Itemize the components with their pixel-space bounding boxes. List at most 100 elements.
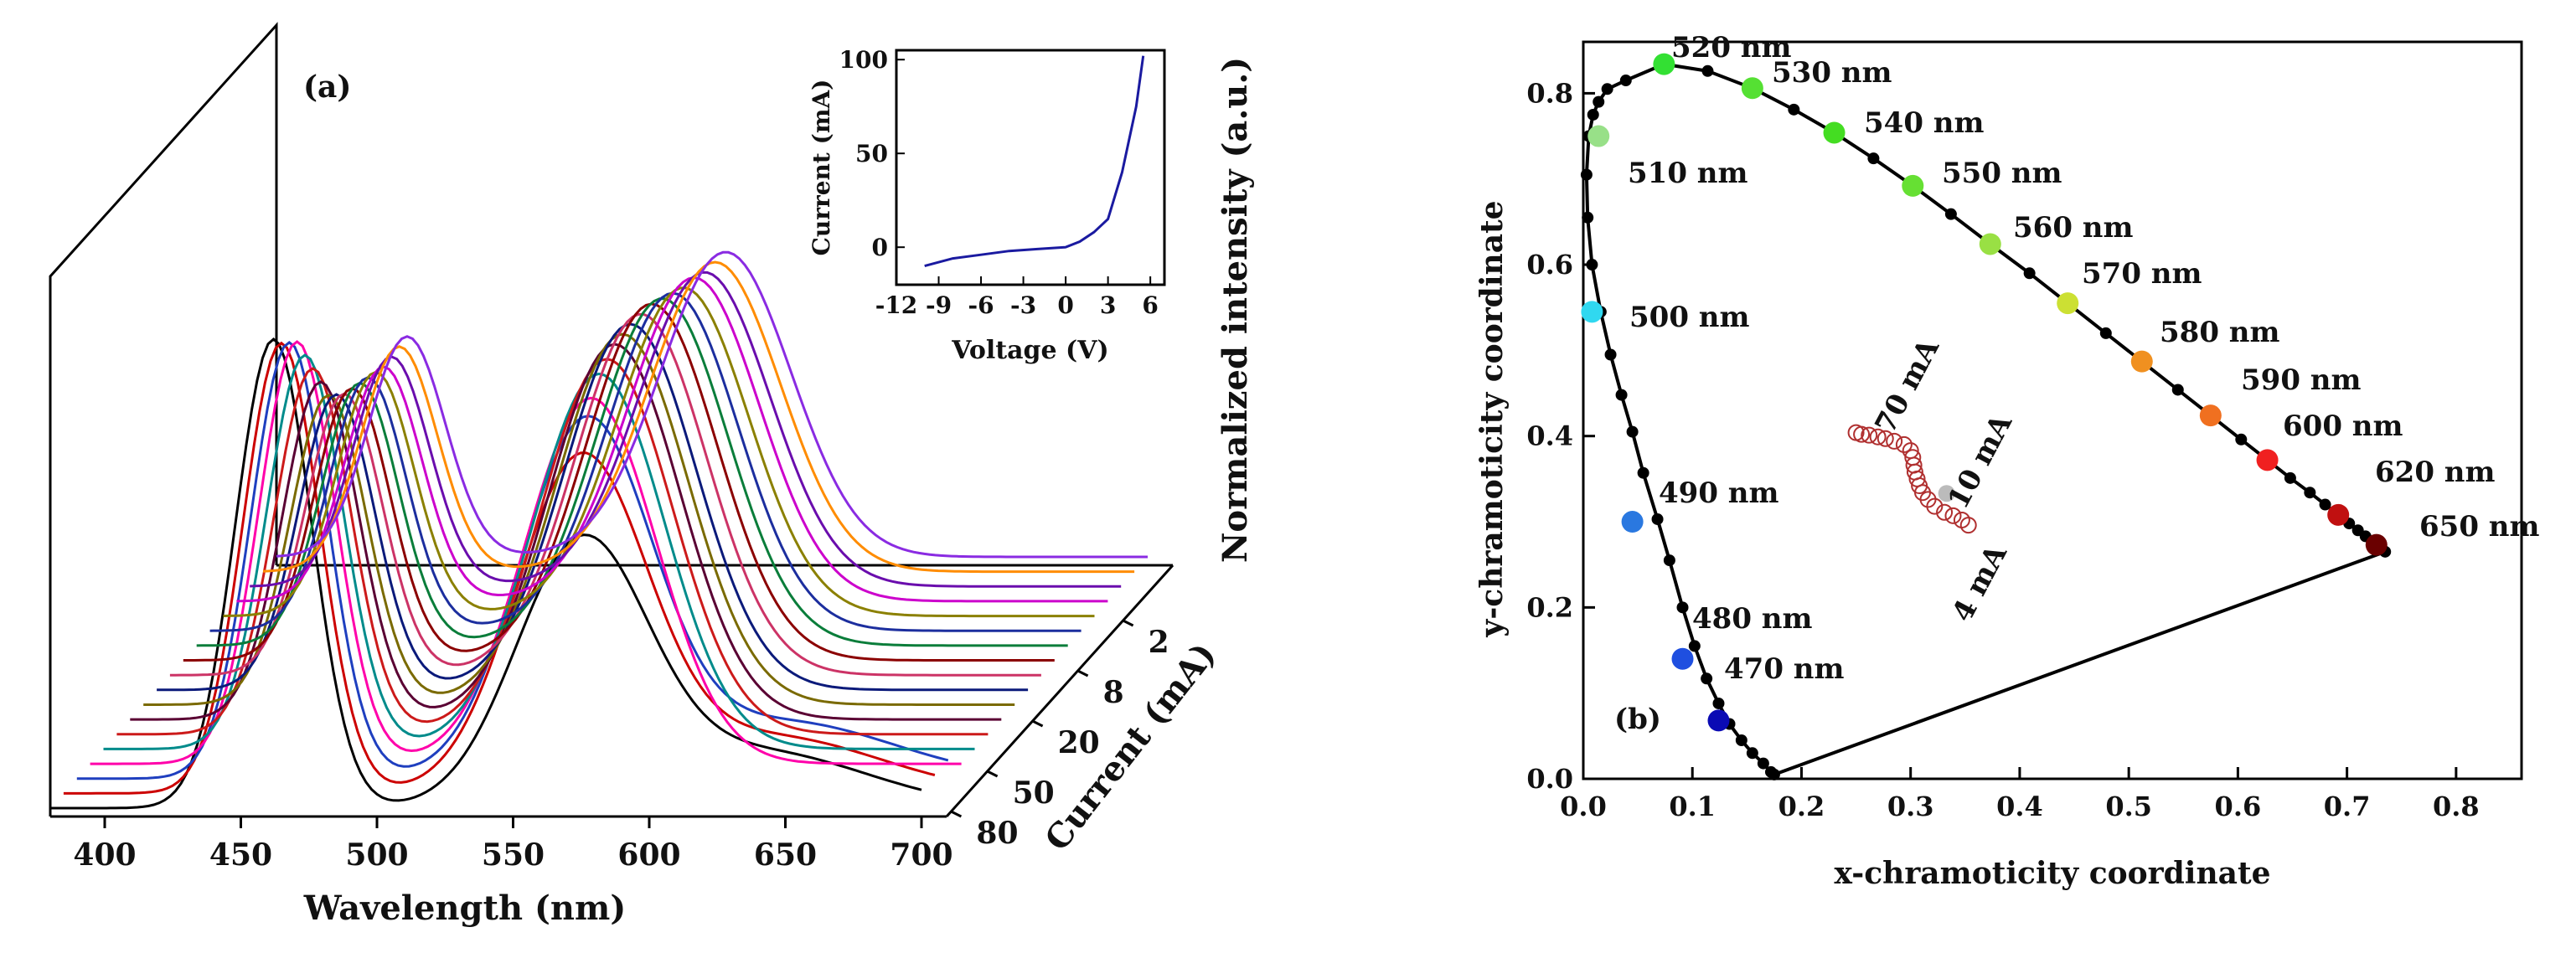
- locus-dot: [1765, 765, 1777, 778]
- b-x-tick-label: 0.0: [1560, 791, 1607, 822]
- label-580nm: 580 nm: [2160, 316, 2280, 349]
- wavelength-markers: [1581, 53, 2388, 732]
- panel-a-x-axis-label: Wavelength (nm): [303, 889, 627, 928]
- locus-dot: [1626, 425, 1639, 438]
- locus-dot: [1663, 554, 1675, 567]
- locus-dot: [2023, 267, 2036, 280]
- label-570nm: 570 nm: [2082, 257, 2202, 291]
- b-x-tick-label: 0.3: [1887, 791, 1934, 822]
- measured-point: [1886, 432, 1903, 450]
- x-tick-label: 550: [482, 837, 545, 873]
- spectrum-line-s3: [250, 270, 1122, 588]
- inset-y-axis-label: Current (mA): [808, 80, 835, 256]
- locus-dot: [1788, 103, 1800, 116]
- b-x-tick-label: 0.5: [2105, 791, 2152, 822]
- line-of-purples: [1773, 549, 2386, 776]
- panel-a-spectra: [50, 250, 1148, 810]
- wavelength-marker-530nm: [1741, 77, 1763, 100]
- measured-point: [1869, 428, 1887, 446]
- x-tick-label: 500: [345, 837, 408, 873]
- x-tick-label: 600: [617, 837, 680, 873]
- wavelength-marker-590nm: [2199, 404, 2222, 427]
- inset-x-tick-label: -6: [968, 291, 994, 319]
- label-510nm: 510 nm: [1628, 157, 1748, 190]
- locus-dot: [1867, 152, 1880, 165]
- spectrum-line-s13: [116, 358, 989, 736]
- wavelength-marker-650nm: [2365, 533, 2388, 556]
- measured-point: [1936, 503, 1954, 521]
- measured-point: [1861, 426, 1878, 444]
- b-x-tick-label: 0.6: [2215, 791, 2262, 822]
- label-560nm: 560 nm: [2013, 211, 2134, 245]
- current-tick-label: 8: [1103, 675, 1124, 710]
- locus-dot: [1587, 108, 1599, 121]
- panel-a-y-axis-label: Normalized intensity (a.u.): [1216, 57, 1255, 563]
- b-y-tick-label: 0.6: [1526, 249, 1573, 281]
- label-540nm: 540 nm: [1864, 106, 1985, 140]
- frame-depth-axis: [945, 564, 1174, 818]
- locus-dot: [1651, 513, 1664, 525]
- label-590nm: 590 nm: [2241, 363, 2362, 397]
- b-x-tick-label: 0.8: [2433, 791, 2480, 822]
- label-550nm: 550 nm: [1942, 157, 2062, 190]
- label-70mA: 70 mA: [1869, 333, 1947, 440]
- locus-dot: [1688, 640, 1701, 652]
- spectrum-line-s5: [223, 286, 1095, 618]
- label-470nm: 470 nm: [1724, 652, 1845, 686]
- b-x-tick-label: 0.1: [1669, 791, 1716, 822]
- inset-y-tick-label: 100: [839, 46, 888, 74]
- measured-point: [1895, 435, 1913, 453]
- measured-point: [1944, 507, 1962, 524]
- measured-point: [1904, 449, 1922, 466]
- current-tick-mark: [1076, 669, 1089, 677]
- panel-b: 0.0 0.1 0.2 0.3 0.4 0.5 0.6 0.7 0.8 0.0 0.2 0.4 0.6 0…: [1474, 31, 2540, 891]
- b-y-tick-label: 0.8: [1526, 77, 1573, 109]
- locus-dot: [1619, 75, 1632, 87]
- locus-dot: [1944, 208, 1957, 220]
- spectrum-line-s7: [196, 297, 1068, 647]
- inset-x-tick-label: 0: [1057, 291, 1073, 319]
- wavelength-marker-560nm: [1979, 233, 2001, 255]
- current-tick-mark: [1031, 719, 1044, 728]
- x-tick-label: 450: [209, 837, 272, 873]
- wavelength-marker-620nm: [2327, 503, 2350, 526]
- panel-b-plot-frame: [1582, 40, 2523, 780]
- panel-a-label: (a): [303, 70, 351, 105]
- inset-frame: [895, 49, 1166, 286]
- label-500nm: 500 nm: [1629, 301, 1750, 334]
- b-x-tick-label: 0.4: [1996, 791, 2043, 822]
- locus-dot: [1757, 757, 1769, 770]
- b-y-tick-label: 0.0: [1526, 763, 1573, 795]
- label-490nm: 490 nm: [1659, 476, 1779, 510]
- panel-b-axis-ticks: 0.0 0.1 0.2 0.3 0.4 0.5 0.6 0.7 0.8 0.0 0.2 0.4 0.6 0…: [1526, 77, 2479, 822]
- wavelength-marker-600nm: [2256, 449, 2279, 471]
- spectrum-line-s6: [209, 291, 1082, 632]
- spectrum-line-s2: [263, 260, 1135, 574]
- measured-point: [1953, 511, 1970, 528]
- panel-a-3d-frame: [49, 22, 1174, 818]
- locus-dot: [1580, 168, 1593, 181]
- locus-dot: [1593, 95, 1605, 108]
- locus-dot: [1601, 83, 1613, 95]
- locus-dot: [1637, 466, 1649, 479]
- locus-dot: [1712, 697, 1725, 709]
- wavelength-marker-490nm: [1621, 511, 1644, 533]
- measured-point: [1847, 424, 1865, 441]
- panel-a-x-ticks: 400 450 500 550 600 650 700: [73, 816, 953, 873]
- x-tick-label: 400: [73, 837, 136, 873]
- current-tick-mark: [986, 770, 999, 778]
- locus-dot: [1604, 348, 1617, 361]
- inset-y-tick-label: 50: [855, 140, 888, 167]
- inset-x-tick-label: 3: [1100, 291, 1116, 319]
- locus-dot: [2304, 487, 2316, 499]
- wavelength-marker-470nm: [1707, 709, 1730, 732]
- inset-x-tick-label: -3: [1010, 291, 1036, 319]
- label-650nm: 650 nm: [2419, 510, 2540, 543]
- spectrum-line-s1: [276, 250, 1148, 559]
- locus-dot: [1746, 747, 1758, 760]
